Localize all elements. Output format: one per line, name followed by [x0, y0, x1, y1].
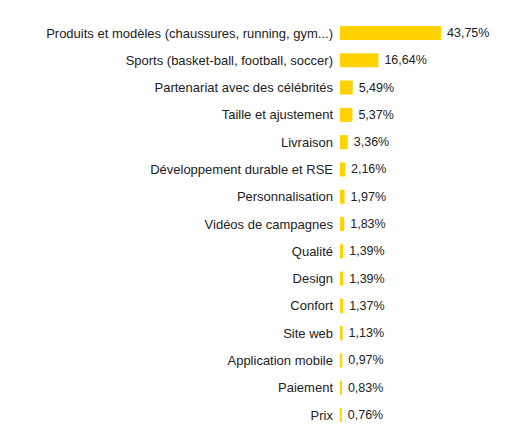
data-label: 1,83% [350, 217, 385, 231]
category-label: Site web [283, 326, 333, 341]
bar [340, 408, 342, 422]
category-label: Partenariat avec des célébrités [155, 80, 334, 95]
bar [340, 26, 441, 40]
data-label: 43,75% [447, 26, 489, 40]
labels: Produits et modèles (chaussures, running… [46, 26, 489, 423]
data-label: 1,37% [349, 299, 384, 313]
data-label: 1,39% [349, 272, 384, 286]
bar [340, 81, 353, 95]
category-label: Design [293, 271, 333, 286]
bars [340, 26, 441, 422]
bar [340, 108, 352, 122]
bar [340, 53, 378, 67]
chart-svg: Produits et modèles (chaussures, running… [0, 0, 514, 429]
category-label: Taille et ajustement [222, 107, 334, 122]
data-label: 0,97% [348, 353, 383, 367]
data-label: 3,36% [354, 135, 389, 149]
category-label: Personnalisation [237, 189, 333, 204]
data-label: 0,83% [348, 381, 383, 395]
data-label: 1,39% [349, 244, 384, 258]
category-label: Qualité [292, 244, 333, 259]
category-label: Vidéos de campagnes [205, 217, 334, 232]
data-label: 1,13% [349, 326, 384, 340]
bar [340, 190, 345, 204]
category-label: Produits et modèles (chaussures, running… [46, 26, 333, 41]
bar [340, 135, 348, 149]
category-label: Livraison [281, 135, 333, 150]
bar [340, 217, 344, 231]
bar [340, 353, 342, 367]
bar [340, 272, 343, 286]
bar [340, 326, 343, 340]
category-label: Développement durable et RSE [150, 162, 333, 177]
category-label: Sports (basket-ball, football, soccer) [126, 53, 333, 68]
data-label: 2,16% [351, 162, 386, 176]
data-label: 0,76% [348, 408, 383, 422]
bar [340, 244, 343, 258]
category-label: Application mobile [227, 353, 333, 368]
category-label: Paiement [278, 380, 333, 395]
chart-container: Produits et modèles (chaussures, running… [0, 0, 514, 429]
bar [340, 299, 343, 313]
bar [340, 381, 342, 395]
data-label: 5,37% [358, 108, 393, 122]
bar [340, 162, 345, 176]
category-label: Confort [290, 298, 333, 313]
data-label: 1,97% [351, 190, 386, 204]
category-label: Prix [311, 408, 334, 423]
data-label: 16,64% [384, 53, 426, 67]
data-label: 5,49% [359, 81, 394, 95]
